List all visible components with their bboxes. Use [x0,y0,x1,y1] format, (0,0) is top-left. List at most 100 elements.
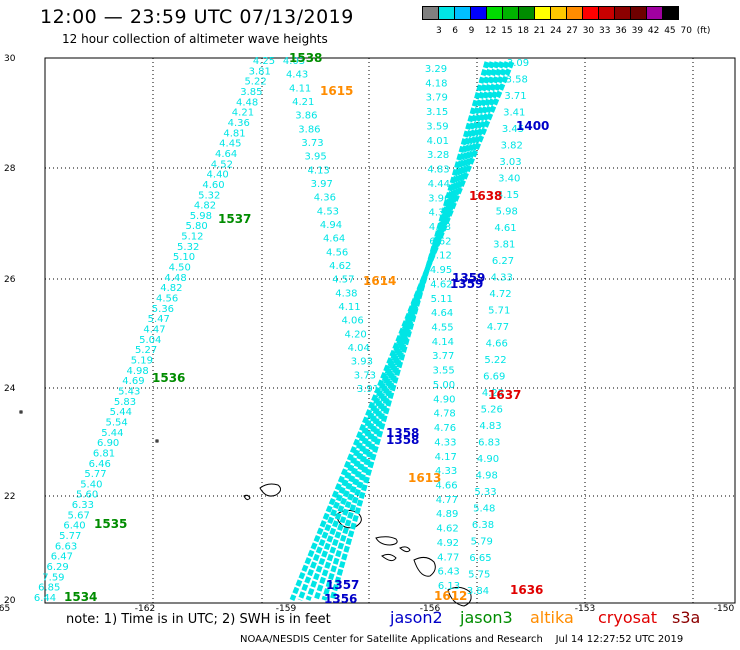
time-label: 1534 [64,590,97,604]
wave-height-value: 4.11 [338,302,360,313]
wave-height-value: 5.98 [496,207,518,218]
wave-height-value: 6.83 [478,438,500,449]
scale-swatches [422,6,679,25]
wave-height-value: 4.92 [437,538,459,549]
wave-height-value: 5.77 [59,531,81,542]
y-tick-label: 28 [4,164,16,174]
x-tick-label: -159 [276,604,297,614]
wave-height-value: 3.73 [354,370,376,381]
wave-height-value: 3.91 [357,384,379,395]
wave-height-value: 4.36 [428,208,450,219]
wave-height-value: 4.06 [341,316,363,327]
wave-height-value: 4.45 [219,139,241,150]
wave-height-value: 4.40 [207,170,229,181]
scale-tick: 39 [631,26,644,36]
wave-height-value: 6.81 [93,448,115,459]
wave-height-value: 3.40 [498,174,520,185]
wave-height-value: 3.85 [240,87,262,98]
wave-height-value: 4.81 [223,128,245,139]
wave-height-value: 4.21 [292,97,314,108]
wave-height-value: 4.04 [348,343,370,354]
wave-height-value: 3.41 [503,108,525,119]
wave-height-value: 4.62 [329,261,351,272]
wave-height-value: 4.95 [430,265,452,276]
wave-height-value: 4.15 [497,190,519,201]
wave-height-value: 4.48 [164,273,186,284]
scale-tick: 70 [680,26,692,36]
wave-height-value: 4.33 [491,273,513,284]
wave-height-value: 5.77 [84,469,106,480]
wave-height-value: 4.77 [487,322,509,333]
wave-height-value: 4.56 [156,294,178,305]
wave-height-value: 4.47 [143,325,165,336]
wave-height-value: 7.59 [42,572,64,583]
x-tick-label: -162 [135,604,155,614]
island-outline [413,556,436,577]
wave-height-value: 4.57 [332,275,354,286]
wave-height-value: 4.18 [425,78,447,89]
wave-height-value: 6.38 [472,520,494,531]
legend-altika: altika [530,608,574,627]
legend-s3a: s3a [672,608,701,627]
wave-height-value: 4.77 [436,495,458,506]
wave-height-value: 4.33 [434,437,456,448]
color-scale: 3 6 9 12 15 18 21 24 27 30 33 36 39 42 45 70 (ft) [422,6,710,36]
wave-height-value: 5.10 [173,252,195,263]
wave-height-value: 4.56 [326,247,348,258]
wave-height-value: 3.58 [506,75,528,86]
wave-height-value: 6.27 [492,256,514,267]
wave-height-value: 3.86 [298,124,320,135]
wave-height-value: 5.60 [76,490,98,501]
wave-height-value: 4.76 [434,423,456,434]
time-label: 1535 [94,517,127,531]
wave-height-value: 4.11 [289,83,311,94]
wave-height-value: 4.01 [427,136,449,147]
y-tick-label: 30 [4,54,16,64]
scale-tick: 6 [452,26,459,36]
x-tick-label: -150 [714,604,735,614]
wave-height-value: 5.12 [430,251,452,262]
wave-height-value: 4.64 [323,234,345,245]
scale-tick: 18 [517,26,529,36]
time-label: 1400 [516,119,549,133]
wave-height-value: 6.13 [438,581,460,592]
scale-tick: 3 [436,26,442,36]
wave-height-value: 6.90 [97,438,119,449]
wave-height-value: 6.69 [483,372,505,383]
satellite-track-band [297,61,510,601]
scale-tick: 21 [533,26,546,36]
wave-height-value: 4.82 [194,201,216,212]
wave-height-value: 5.32 [198,190,220,201]
wave-height-value: 6.40 [63,521,85,532]
axis-labels: -165 -162 -159 -156 -153 -150 30 28 26 24 22 20 [0,54,734,614]
legend-jason2: jason2 [390,608,443,627]
wave-height-value: 4.22 [482,388,504,399]
time-label: 1536 [152,371,185,385]
time-label: 1358 [386,426,419,440]
wave-height-value: 3.03 [499,157,521,168]
wave-height-value: 3.09 [507,58,529,69]
time-label: 1615 [320,84,353,98]
wave-height-value: 5.54 [105,417,127,428]
wave-height-value: 3.59 [426,121,448,132]
timestamp: Jul 14 12:27:52 UTC 2019 [555,634,684,645]
wave-height-value: 5.00 [433,380,455,391]
wave-height-value: 5.83 [114,397,136,408]
time-label: 1538 [289,51,322,65]
island-outline [381,553,397,562]
scale-tick: 15 [501,26,513,36]
wave-height-value: 4.64 [431,308,453,319]
wave-height-value: 4.62 [430,279,452,290]
wave-height-value: 4.62 [436,524,458,535]
wave-height-value: 6.65 [469,553,491,564]
wave-height-value: 4.52 [211,159,233,170]
wave-height-value: 4.53 [317,206,339,217]
wave-height-value: 3.55 [432,366,454,377]
wave-height-value: 5.44 [110,407,132,418]
wave-height-value: 5.98 [190,211,212,222]
wave-height-value: 4.13 [308,165,330,176]
wave-height-value: 4.82 [160,283,182,294]
wave-height-value: 4.03 [283,56,305,67]
